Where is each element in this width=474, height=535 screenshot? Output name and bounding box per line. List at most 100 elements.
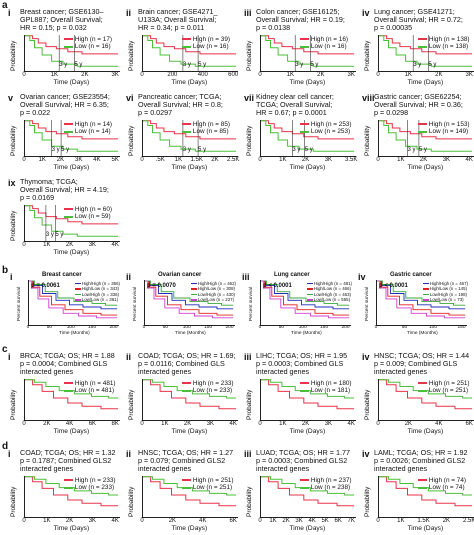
legend-swatch [306,282,313,285]
legend: High (n = 60) Low (n = 59) [63,206,112,221]
km-curves [25,204,119,241]
legend-swatch [306,288,313,290]
panel-title-line: p = 0.0003; Combined GLS [256,359,344,369]
series-curve [29,280,118,319]
y-axis-label: Probability [246,389,253,420]
x-tick-label: 1.5K [417,518,430,524]
y-axis-label: Probability [364,125,371,156]
panel-title-line: interacted genes [20,464,74,474]
panel-index: iii [244,449,252,459]
series-curve [145,280,234,316]
x-axis-label: Time (Days) [407,79,444,86]
high-curve [143,378,237,409]
panel-title-line: BRCA; TCGA; OS; HR = 1.88 [20,351,115,360]
legend-label-high: High (n = 85) [192,120,231,128]
legend-item-high: High (n = 481) [63,380,116,388]
series-curve [29,280,118,306]
km-panel: ii Brain cancer; GSE4271_ U133A; Overall S… [126,7,240,88]
km-panel: iv LAML; TCGA; OS; HR = 1.92 p = 0.0026; C… [362,448,474,534]
legend-label-low: Low (n = 16) [310,43,347,51]
legend-item: High/Low (n = 308) [190,286,236,292]
panel-title: Ovarian cancer; GSE23554; Overall Surviva… [20,92,110,118]
panel-title: Gastric cancer [390,272,432,278]
high-curve [25,378,119,409]
x-tick-label: 0 [140,72,144,78]
panel-title-line: COAD; TCGA; OS; HR = 1.32 [20,448,116,457]
panel-index: viii [362,93,375,103]
km-panel: ii COAD; TCGA; OS; HR = 1.69; p = 0.0116; … [126,351,240,437]
legend-label-high: High (n = 180) [310,379,352,387]
panel-index: ii [126,272,132,282]
km-curves [143,119,237,156]
panel-title: HNSC; TCGA; OS; HR = 1.44 p = 0.009; Comb… [374,351,470,377]
series-curve [29,280,118,316]
legend-item: Low/High (n = 198) [422,292,468,297]
x-tick-label: 3K [324,421,333,427]
x-tick-label: 2K [56,157,65,163]
legend-label: High/High (n = 481) [313,281,352,286]
legend-item: High/Low (n = 145) [422,286,468,291]
high-curve [379,475,473,506]
legend-item-high: High (n = 180) [299,379,352,388]
x-tick-label: 4K [111,242,119,248]
legend-item-low: Low (n = 149) [417,128,470,136]
legend-swatch-low [63,215,73,218]
section-label-b: b [2,265,9,276]
survival-plot-area [376,280,467,326]
x-axis-label: Time (Days) [53,79,90,86]
panel-title: HNSC; TCGA; OS; HR = 1.27 p = 0.079; Comb… [138,448,233,474]
series-curve [29,280,118,310]
panel-title: LAML; TCGA; OS; HR = 1.92 p = 0.0026; Com… [374,448,468,474]
panel-title-line: COAD; TCGA; OS; HR = 1.69; [138,351,236,360]
p-value: p = 0.0070 [147,283,176,289]
y-axis-label: Probability [128,486,135,517]
panel-title-line: Breast cancer; GSE6130– [20,7,104,16]
survival-curves [377,280,466,319]
series-curve [145,280,234,306]
km-plot-area [24,34,120,72]
x-tick-label: 8K [111,421,119,427]
legend: High (n = 153) Low (n = 149) [417,121,470,136]
panel-title-line: GPL887; Overall Survival; [20,15,103,25]
legend-item-low: Low (n = 181) [299,387,352,395]
km-panel: iv Lung cancer; GSE41271; Overall Survival… [362,7,474,88]
p-value: p = 0.0061 [31,283,60,289]
x-tick-label: 0 [258,72,262,78]
km-panel: vii Kidney clear cell cancer; TCGA; Overal… [244,92,358,173]
x-tick-label: 150 [457,325,466,330]
legend-label-low: Low (n = 85) [192,128,229,136]
year-marker-label: 5 y [74,62,83,68]
panel-index: iv [358,272,366,282]
panel-index: i [8,449,11,459]
km-panel: iii LIHC; TCGA; OS; HR = 1.95 p = 0.0003; … [244,351,358,437]
high-curve [25,34,119,54]
low-curve [379,119,473,152]
legend-label-low: Low (n = 138) [428,43,469,51]
legend-swatch-low [417,486,427,489]
legend-swatch-low [299,486,309,489]
km-panel: ix Thymoma; TCGA; Overall Survival; HR = 4… [8,177,122,258]
panel-title: Colon cancer; GSE16125; Overall Survival;… [256,7,345,33]
legend-label-high: High (n = 233) [74,476,116,484]
y-axis-label: Probability [128,125,135,156]
panel-title-line: LIHC; TCGA; OS; HR = 1.95 [256,351,348,360]
year-marker-label: 3 y [182,62,191,68]
legend: High/High (n = 481) High/Low (n = 466) Low… [306,281,352,303]
x-tick-label: 5K [321,518,329,524]
panel-title-line: Overall Survival; HR = 0.8; [138,100,223,110]
km-plot-area [260,119,356,157]
x-axis-label: Time (Days) [289,79,326,86]
legend-label: High/Low (n = 308) [197,286,236,292]
legend: High/High (n = 356) High/Low (n = 343) Low… [74,281,120,303]
x-axis-label: Time (Months) [175,331,206,336]
legend-label-high: High (n = 39) [192,35,231,43]
panel-title-line: HNSC; TCGA; OS; HR = 1.44 [374,351,470,360]
legend-item-low: Low (n = 251) [417,387,470,395]
legend-label: High/Low (n = 343) [81,286,120,292]
y-axis-label: Probability [364,389,371,420]
km-curves [143,34,237,71]
y-axis-label: Probability [10,210,17,241]
km-curves [25,34,119,71]
panel-index: ii [126,352,132,362]
legend-item: High/High (n = 481) [306,281,352,286]
